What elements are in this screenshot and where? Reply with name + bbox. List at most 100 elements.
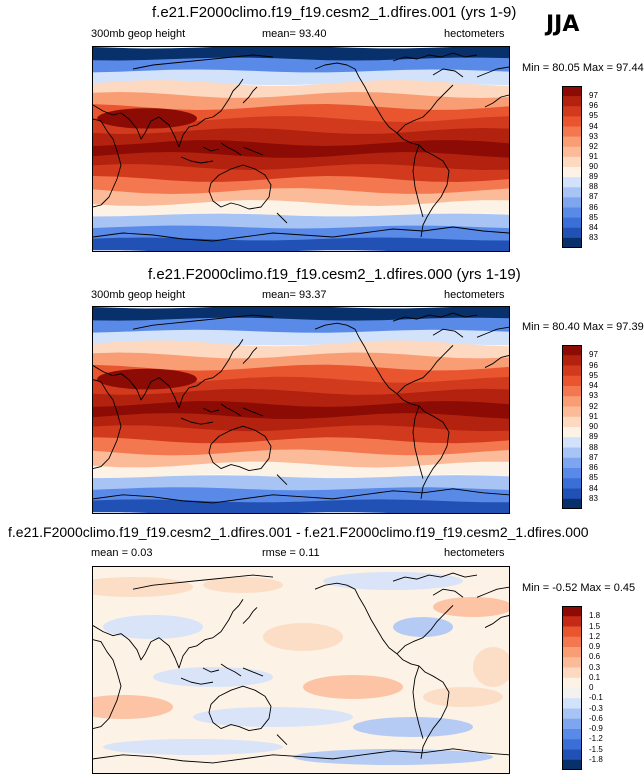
colorbar-swatch	[562, 498, 582, 509]
colorbar-label: 90	[589, 162, 598, 171]
contour-band	[93, 104, 509, 123]
coastline	[93, 104, 214, 148]
colorbar-swatch	[562, 106, 582, 117]
contour-band	[93, 475, 509, 491]
colorbar-label: -1.5	[589, 744, 603, 754]
coastline	[396, 132, 420, 146]
colorbar-swatch	[562, 657, 582, 668]
coastline	[242, 607, 258, 624]
panel1-map	[92, 46, 510, 252]
colorbar-label: -0.9	[589, 724, 603, 733]
colorbar-label: 92	[589, 401, 598, 411]
colorbar-swatch	[562, 187, 582, 198]
coastline	[93, 118, 122, 208]
colorbar-label: 88	[589, 442, 598, 452]
coastline	[484, 615, 509, 628]
coastline	[392, 312, 478, 322]
contour-band	[93, 237, 509, 251]
colorbar-label: 86	[589, 202, 598, 212]
colorbar-swatch	[562, 488, 582, 500]
colorbar-label: 0.6	[589, 652, 601, 662]
coastline	[220, 142, 242, 156]
coastline	[202, 667, 220, 673]
contour-band	[93, 47, 509, 62]
colorbar-label: 1.5	[589, 621, 601, 631]
contour-band	[93, 340, 509, 359]
panel1-title: f.e21.F2000climo.f19_f19.cesm2_1.dfires.…	[152, 4, 517, 21]
coastline	[208, 425, 272, 472]
colorbar-swatch	[562, 616, 582, 627]
diff-background	[93, 567, 509, 773]
colorbar-swatch	[562, 447, 582, 459]
contour-band	[93, 307, 509, 322]
coastline	[396, 605, 454, 655]
colorbar-label: 91	[589, 411, 598, 421]
colorbar-swatch	[562, 197, 582, 208]
coastline	[432, 68, 464, 78]
colorbar-label: 0.9	[589, 642, 601, 651]
coastline	[93, 748, 509, 764]
coastline	[314, 322, 348, 330]
coastline	[202, 146, 220, 152]
coastline	[432, 588, 464, 598]
coastline	[220, 403, 242, 417]
coastline	[93, 226, 509, 242]
contour-band	[93, 364, 509, 384]
coastline	[346, 584, 398, 655]
panel1-mean-label: mean= 93.40	[262, 28, 327, 40]
colorbar-swatch	[562, 345, 582, 356]
coastline	[418, 405, 450, 499]
panel3-units-label: hectometers	[444, 547, 505, 559]
panel3-title: f.e21.F2000climo.f19_f19.cesm2_1.dfires.…	[8, 524, 589, 540]
coastline	[202, 407, 220, 413]
panel1-colorbar	[562, 86, 582, 248]
anomaly-blob	[263, 623, 343, 651]
colorbar-label: 92	[589, 141, 598, 151]
colorbar-swatch	[562, 227, 582, 239]
colorbar-label: -1.2	[589, 734, 603, 744]
colorbar-label: 83	[589, 493, 598, 503]
panel3-rmse-label: rmse = 0.11	[262, 547, 320, 559]
contour-band	[93, 461, 509, 481]
coastline	[346, 64, 398, 134]
colorbar-label: 0.3	[589, 662, 601, 672]
colorbar-label: 95	[589, 111, 598, 121]
colorbar-swatch	[562, 437, 582, 448]
colorbar-swatch	[562, 708, 582, 720]
contour-band	[93, 140, 509, 159]
panel2-units-label: hectometers	[444, 289, 505, 301]
colorbar-label: 96	[589, 360, 598, 370]
colorbar-swatch	[562, 739, 582, 750]
colorbar-swatch	[562, 365, 582, 377]
contour-band	[93, 425, 509, 444]
coastline	[93, 625, 214, 669]
panel1-minmax: Min = 80.05 Max = 97.44	[522, 62, 644, 74]
colorbar-label: 85	[589, 473, 598, 483]
coastline	[484, 355, 509, 368]
colorbar-label: 89	[589, 172, 598, 182]
coastline	[276, 474, 288, 486]
colorbar-swatch	[562, 606, 582, 617]
panel3-map-svg	[93, 567, 509, 773]
colorbar-label: 85	[589, 212, 598, 222]
colorbar-swatch	[562, 636, 582, 648]
coastline	[476, 586, 509, 598]
panel3-mean-label: mean = 0.03	[91, 547, 153, 559]
anomaly-blob	[193, 707, 353, 727]
colorbar-swatch	[562, 177, 582, 188]
coastline	[180, 156, 214, 164]
colorbar-swatch	[562, 136, 582, 148]
colorbar-swatch	[562, 677, 582, 689]
anomaly-blob	[293, 749, 493, 765]
anomaly-blob	[423, 687, 503, 707]
panel1-variable-label: 300mb geop height	[91, 28, 186, 40]
colorbar-swatch	[562, 478, 582, 489]
panel1-units-label: hectometers	[444, 28, 505, 40]
coastline	[412, 405, 424, 479]
contour-band	[93, 116, 509, 135]
colorbar-label: 86	[589, 463, 598, 472]
colorbar-label: 97	[589, 91, 598, 101]
contour-band	[93, 200, 509, 219]
colorbar-swatch	[562, 237, 582, 248]
anomaly-blob	[103, 739, 283, 755]
